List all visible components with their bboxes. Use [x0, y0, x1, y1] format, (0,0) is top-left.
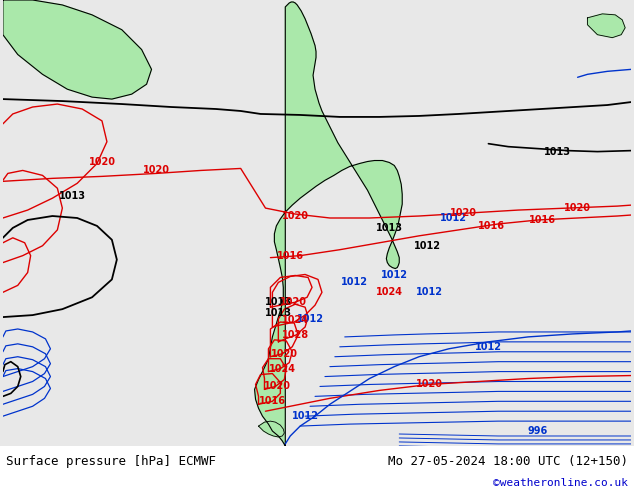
Polygon shape: [259, 421, 284, 437]
Text: Surface pressure [hPa] ECMWF: Surface pressure [hPa] ECMWF: [6, 455, 216, 468]
Polygon shape: [588, 14, 625, 38]
Text: 1012: 1012: [341, 277, 368, 288]
Text: 1012: 1012: [297, 314, 323, 324]
Text: 1016: 1016: [277, 251, 304, 261]
Text: 1013: 1013: [265, 297, 292, 307]
Text: 1013: 1013: [59, 191, 86, 201]
Text: 1020: 1020: [280, 297, 307, 307]
Text: 1024: 1024: [376, 287, 403, 297]
Text: ©weatheronline.co.uk: ©weatheronline.co.uk: [493, 478, 628, 489]
Text: 1012: 1012: [475, 342, 502, 352]
Text: 1012: 1012: [415, 287, 443, 297]
Text: 1028: 1028: [281, 330, 309, 340]
Text: 1016: 1016: [259, 396, 286, 406]
Text: Mo 27-05-2024 18:00 UTC (12+150): Mo 27-05-2024 18:00 UTC (12+150): [387, 455, 628, 468]
Text: 1020: 1020: [450, 208, 477, 218]
Polygon shape: [3, 0, 152, 99]
Polygon shape: [255, 2, 402, 446]
Text: 1020: 1020: [564, 203, 591, 213]
Text: 1012: 1012: [381, 270, 408, 280]
Text: 1013: 1013: [265, 308, 292, 318]
Text: 1020: 1020: [89, 156, 115, 167]
Text: 1020: 1020: [415, 379, 443, 390]
Text: 1012: 1012: [440, 213, 467, 223]
Text: 1020: 1020: [271, 349, 298, 359]
Text: 1012: 1012: [413, 241, 441, 251]
Text: 1016: 1016: [478, 221, 505, 231]
Text: 996: 996: [528, 426, 548, 436]
Text: 1012: 1012: [292, 411, 319, 421]
Text: 1024: 1024: [269, 364, 296, 373]
Text: 1016: 1016: [529, 215, 557, 225]
Text: 1020: 1020: [143, 166, 170, 175]
Text: 1020: 1020: [281, 211, 309, 221]
Text: 1020: 1020: [264, 381, 291, 392]
Text: 1013: 1013: [544, 147, 571, 157]
Text: 1024: 1024: [281, 315, 309, 325]
Text: 1013: 1013: [376, 223, 403, 233]
